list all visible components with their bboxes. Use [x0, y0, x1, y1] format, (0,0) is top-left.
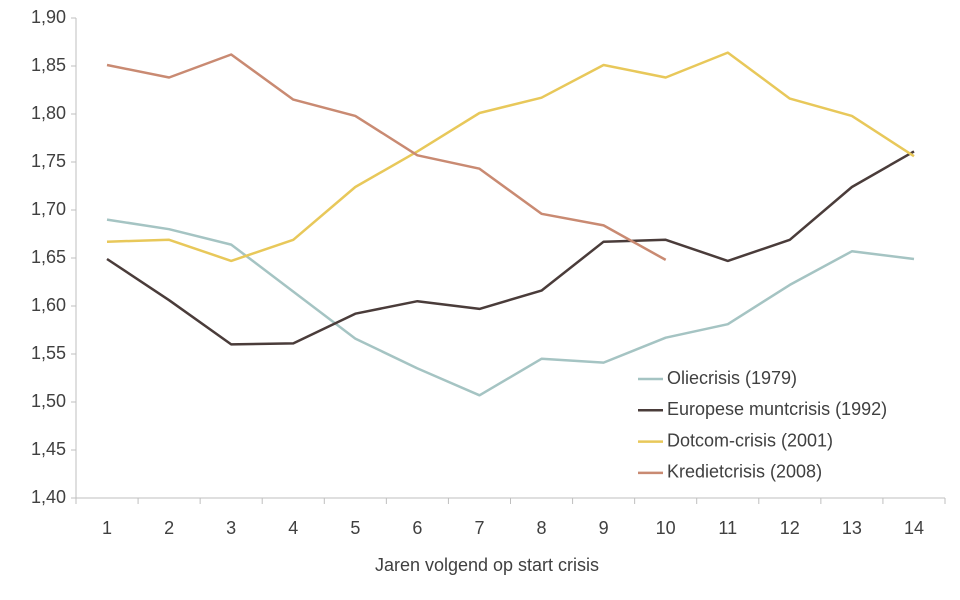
y-tick-label: 1,85: [31, 55, 66, 75]
y-tick-label: 1,50: [31, 391, 66, 411]
series-line: [106, 53, 667, 261]
legend-label: Kredietcrisis (2008): [667, 462, 822, 482]
x-tick-label: 12: [780, 518, 800, 538]
y-tick-label: 1,75: [31, 151, 66, 171]
x-tick-label: 11: [718, 518, 737, 538]
legend-label: Europese muntcrisis (1992): [667, 399, 887, 419]
y-tick-label: 1,90: [31, 7, 66, 27]
x-tick-label: 10: [656, 518, 676, 538]
x-tick-label: 2: [164, 518, 174, 538]
y-tick-label: 1,65: [31, 247, 66, 267]
series-line: [106, 218, 915, 397]
x-tick-label: 9: [599, 518, 609, 538]
x-tick-label: 14: [904, 518, 924, 538]
legend-label: Oliecrisis (1979): [667, 368, 797, 388]
y-tick-label: 1,80: [31, 103, 66, 123]
series-line: [106, 51, 915, 263]
y-tick-label: 1,60: [31, 295, 66, 315]
y-tick-label: 1,45: [31, 439, 66, 459]
x-tick-label: 6: [412, 518, 422, 538]
x-tick-label: 7: [474, 518, 484, 538]
y-tick-label: 1,70: [31, 199, 66, 219]
series-line: [106, 150, 915, 346]
legend-label: Dotcom-crisis (2001): [667, 430, 833, 450]
y-tick-label: 1,55: [31, 343, 66, 363]
x-tick-label: 1: [102, 518, 112, 538]
x-tick-label: 5: [350, 518, 360, 538]
x-tick-label: 13: [842, 518, 862, 538]
x-tick-label: 3: [226, 518, 236, 538]
x-tick-label: 8: [537, 518, 547, 538]
y-tick-label: 1,40: [31, 487, 66, 507]
x-axis-label: Jaren volgend op start crisis: [375, 555, 599, 575]
x-tick-label: 4: [288, 518, 298, 538]
